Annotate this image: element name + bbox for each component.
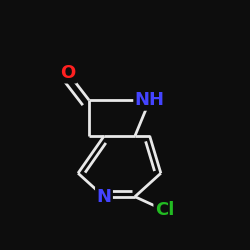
Text: O: O xyxy=(60,64,76,82)
Text: N: N xyxy=(96,188,112,206)
Text: Cl: Cl xyxy=(155,201,174,219)
Text: NH: NH xyxy=(135,91,165,109)
